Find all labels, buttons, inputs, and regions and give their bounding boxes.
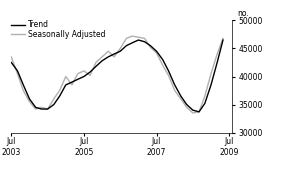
- Trend: [221, 39, 225, 41]
- Text: no.: no.: [238, 9, 249, 18]
- Trend: [16, 70, 19, 72]
- Seasonally Adjusted: [10, 56, 13, 58]
- Trend: [119, 50, 122, 52]
- Seasonally Adjusted: [58, 89, 61, 91]
- Seasonally Adjusted: [16, 73, 19, 75]
- Seasonally Adjusted: [143, 37, 146, 39]
- Seasonally Adjusted: [155, 52, 158, 54]
- Seasonally Adjusted: [130, 35, 134, 37]
- Seasonally Adjusted: [167, 74, 170, 76]
- Seasonally Adjusted: [119, 47, 122, 49]
- Seasonally Adjusted: [40, 106, 43, 108]
- Seasonally Adjusted: [28, 101, 31, 103]
- Seasonally Adjusted: [107, 50, 110, 52]
- Trend: [40, 108, 43, 110]
- Trend: [209, 84, 213, 86]
- Trend: [100, 60, 104, 62]
- Trend: [70, 81, 74, 83]
- Trend: [34, 106, 37, 108]
- Trend: [88, 71, 92, 73]
- Seasonally Adjusted: [64, 75, 67, 78]
- Seasonally Adjusted: [88, 74, 92, 76]
- Seasonally Adjusted: [149, 46, 152, 48]
- Trend: [64, 84, 67, 86]
- Seasonally Adjusted: [34, 108, 37, 110]
- Trend: [173, 84, 176, 86]
- Trend: [58, 95, 61, 97]
- Seasonally Adjusted: [185, 106, 188, 108]
- Trend: [107, 56, 110, 58]
- Trend: [149, 45, 152, 47]
- Trend: [82, 75, 86, 78]
- Trend: [112, 53, 116, 55]
- Seasonally Adjusted: [125, 37, 128, 39]
- Seasonally Adjusted: [191, 112, 194, 114]
- Seasonally Adjusted: [173, 89, 176, 91]
- Line: Seasonally Adjusted: Seasonally Adjusted: [11, 36, 223, 113]
- Trend: [179, 95, 183, 97]
- Trend: [197, 111, 201, 113]
- Trend: [161, 59, 164, 61]
- Seasonally Adjusted: [179, 98, 183, 100]
- Seasonally Adjusted: [94, 61, 98, 63]
- Trend: [215, 61, 219, 63]
- Trend: [52, 104, 55, 106]
- Seasonally Adjusted: [100, 56, 104, 58]
- Seasonally Adjusted: [203, 95, 207, 97]
- Seasonally Adjusted: [70, 84, 74, 86]
- Trend: [130, 42, 134, 44]
- Trend: [46, 108, 49, 110]
- Seasonally Adjusted: [197, 111, 201, 113]
- Seasonally Adjusted: [82, 70, 86, 72]
- Seasonally Adjusted: [161, 64, 164, 66]
- Seasonally Adjusted: [112, 56, 116, 58]
- Trend: [143, 41, 146, 43]
- Trend: [10, 61, 13, 63]
- Seasonally Adjusted: [221, 37, 225, 39]
- Seasonally Adjusted: [215, 53, 219, 55]
- Trend: [155, 50, 158, 52]
- Line: Trend: Trend: [11, 40, 223, 112]
- Seasonally Adjusted: [46, 108, 49, 110]
- Seasonally Adjusted: [76, 73, 80, 75]
- Trend: [167, 70, 170, 72]
- Trend: [203, 102, 207, 104]
- Seasonally Adjusted: [209, 73, 213, 75]
- Trend: [137, 39, 140, 41]
- Trend: [28, 98, 31, 100]
- Trend: [125, 45, 128, 47]
- Trend: [185, 104, 188, 106]
- Seasonally Adjusted: [52, 98, 55, 100]
- Seasonally Adjusted: [22, 89, 25, 91]
- Trend: [22, 84, 25, 86]
- Legend: Trend, Seasonally Adjusted: Trend, Seasonally Adjusted: [11, 20, 106, 39]
- Trend: [94, 65, 98, 67]
- Trend: [76, 78, 80, 80]
- Seasonally Adjusted: [137, 36, 140, 38]
- Trend: [191, 109, 194, 111]
